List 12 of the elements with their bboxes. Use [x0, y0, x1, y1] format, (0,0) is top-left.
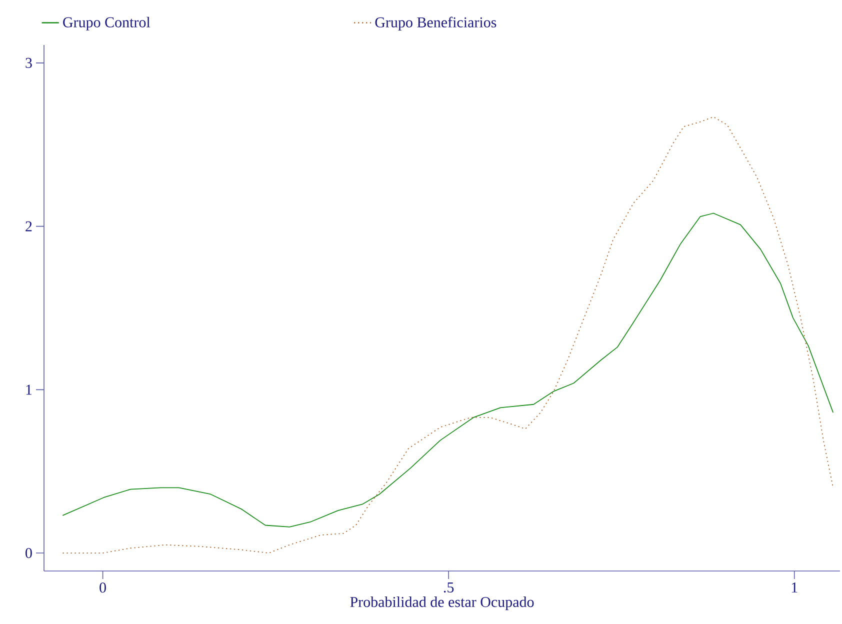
legend-label: Grupo Control	[63, 16, 150, 30]
x-tick-label: 0	[100, 582, 106, 593]
line-series	[62, 116, 834, 554]
y-tick-label: 1	[26, 384, 32, 395]
y-tick-label: 3	[26, 58, 32, 68]
legend-label: Grupo Beneficiarios	[375, 16, 496, 30]
y-tick-label: 2	[26, 221, 32, 232]
y-tick-label: 0	[26, 548, 32, 558]
x-tick-label: .5	[444, 582, 454, 593]
line-series	[62, 212, 834, 528]
x-axis-title: Probabilidad de estar Ocupado	[350, 596, 534, 610]
x-tick-label: 1	[792, 582, 798, 592]
